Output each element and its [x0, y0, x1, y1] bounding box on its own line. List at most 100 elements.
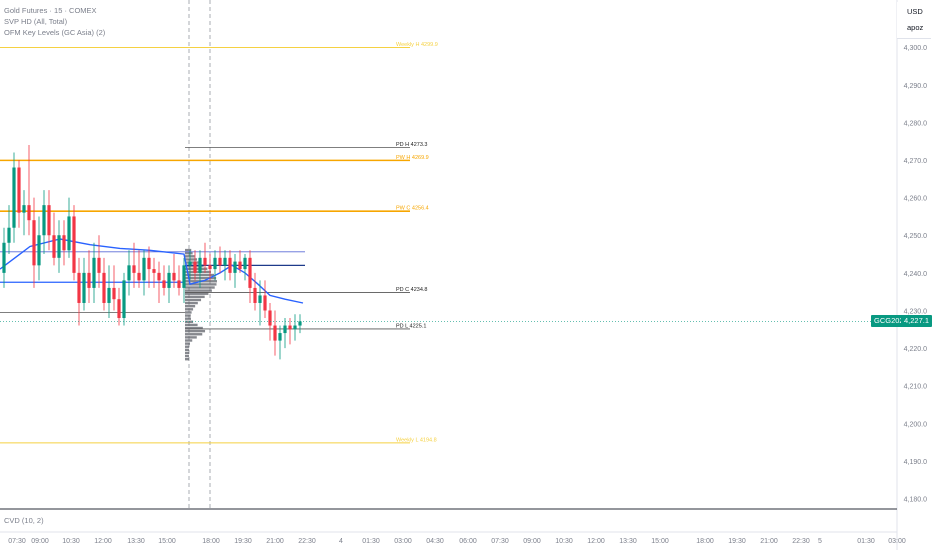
candle-body — [233, 261, 237, 273]
time-axis-label: 04:30 — [426, 538, 444, 545]
volume-profile-bar — [185, 252, 193, 255]
candle-body — [223, 257, 227, 266]
time-axis-label: 09:00 — [31, 538, 49, 545]
candle-body — [228, 257, 232, 273]
time-axis-label: 5 — [818, 538, 822, 545]
candle-body — [107, 287, 111, 303]
candle-body — [127, 265, 131, 281]
key-level-label: Weekly H 4299.9 — [396, 42, 438, 48]
candle-body — [283, 325, 287, 334]
time-axis-label: 07:30 — [8, 538, 26, 545]
time-axis-label: 09:00 — [523, 538, 541, 545]
volume-profile-bar — [185, 248, 192, 252]
volume-profile-bar — [185, 289, 212, 292]
key-level-label: PW H 4269.9 — [396, 155, 429, 161]
time-axis-label: 18:00 — [202, 538, 220, 545]
currency-selector[interactable]: USD apoz — [897, 2, 931, 39]
price-axis-label: 4,280.0 — [904, 120, 927, 127]
candle-body — [218, 257, 222, 266]
candle-body — [42, 205, 46, 236]
volume-profile-bar — [185, 348, 190, 352]
candle-body — [97, 257, 101, 273]
time-axis-label: 19:30 — [234, 538, 252, 545]
candle-body — [172, 272, 176, 281]
price-axis-label: 4,200.0 — [904, 421, 927, 428]
candle-body — [37, 235, 41, 266]
time-axis-label: 15:00 — [651, 538, 669, 545]
time-axis-label: 01:30 — [857, 538, 875, 545]
cvd-pane-label[interactable]: CVD (10, 2) — [4, 516, 44, 525]
price-axis-label: 4,230.0 — [904, 308, 927, 315]
volume-profile-bar — [185, 292, 209, 295]
time-axis-label: 13:30 — [619, 538, 637, 545]
candle-body — [52, 235, 56, 258]
time-axis-label: 10:30 — [62, 538, 80, 545]
price-axis-label: 4,250.0 — [904, 233, 927, 240]
currency-sub: apoz — [907, 23, 924, 32]
key-level-label: PD L 4225.1 — [396, 323, 426, 329]
indicator-ofm-label[interactable]: OFM Key Levels (GC Asia) (2) — [4, 28, 106, 37]
price-axis-label: 4,220.0 — [904, 346, 927, 353]
candle-body — [122, 280, 126, 319]
volume-profile-bar — [185, 326, 203, 330]
candle-body — [162, 280, 166, 288]
symbol-tag: GCG2026 — [871, 315, 911, 328]
key-level-label: Weekly L 4194.8 — [396, 437, 437, 443]
time-axis-label: 03:00 — [888, 538, 906, 545]
time-axis-label: 21:00 — [760, 538, 778, 545]
volume-profile-bar — [185, 273, 215, 277]
candle-body — [298, 321, 302, 326]
candle-body — [177, 280, 181, 288]
time-axis-label: 22:30 — [792, 538, 810, 545]
volume-profile-bar — [185, 295, 205, 299]
time-axis-label: 07:30 — [491, 538, 509, 545]
candle-body — [92, 257, 96, 288]
candle-body — [77, 272, 81, 303]
volume-profile-bar — [185, 301, 198, 305]
volume-profile-bar — [185, 270, 211, 274]
candle-body — [132, 265, 136, 273]
candle-body — [157, 272, 161, 281]
candle-body — [67, 216, 71, 251]
volume-profile-bar — [185, 354, 190, 358]
candle-body — [273, 325, 277, 341]
candle-body — [87, 272, 91, 288]
price-axis-label: 4,210.0 — [904, 384, 927, 391]
time-axis-label: 01:30 — [362, 538, 380, 545]
time-axis-label: 13:30 — [127, 538, 145, 545]
candle-body — [82, 272, 86, 303]
symbol-line[interactable]: Gold Futures · 15 · COMEX — [4, 6, 97, 15]
volume-profile-bar — [185, 336, 197, 339]
time-axis-label: 10:30 — [555, 538, 573, 545]
candle-body — [288, 325, 292, 330]
currency-code: USD — [907, 7, 923, 16]
volume-profile-bar — [185, 342, 190, 345]
volume-profile-bar — [185, 276, 217, 280]
candle-body — [57, 235, 61, 258]
price-axis-label: 4,290.0 — [904, 83, 927, 90]
vwap-line — [0, 238, 304, 304]
candle-body — [258, 295, 262, 303]
volume-profile-bar — [185, 311, 192, 314]
candle-body — [152, 269, 156, 273]
candle-body — [12, 167, 16, 228]
indicator-svp-label[interactable]: SVP HD (All, Total) — [4, 17, 68, 26]
time-axis-label: 06:00 — [459, 538, 477, 545]
volume-profile-bar — [185, 339, 193, 342]
candle-body — [27, 205, 31, 221]
price-axis-label: 4,260.0 — [904, 196, 927, 203]
time-axis-label: 18:00 — [696, 538, 714, 545]
price-axis-label: 4,300.0 — [904, 45, 927, 52]
candle-body — [102, 272, 106, 303]
candle-body — [2, 242, 6, 273]
volume-profile-bar — [185, 323, 198, 327]
volume-profile-bar — [185, 308, 194, 311]
candle-body — [147, 257, 151, 270]
price-axis-label: 4,270.0 — [904, 158, 927, 165]
candle-body — [203, 257, 207, 266]
volume-profile-bar — [185, 261, 201, 264]
candle-body — [62, 235, 66, 251]
candle-body — [142, 257, 146, 281]
candle-body — [253, 287, 257, 303]
